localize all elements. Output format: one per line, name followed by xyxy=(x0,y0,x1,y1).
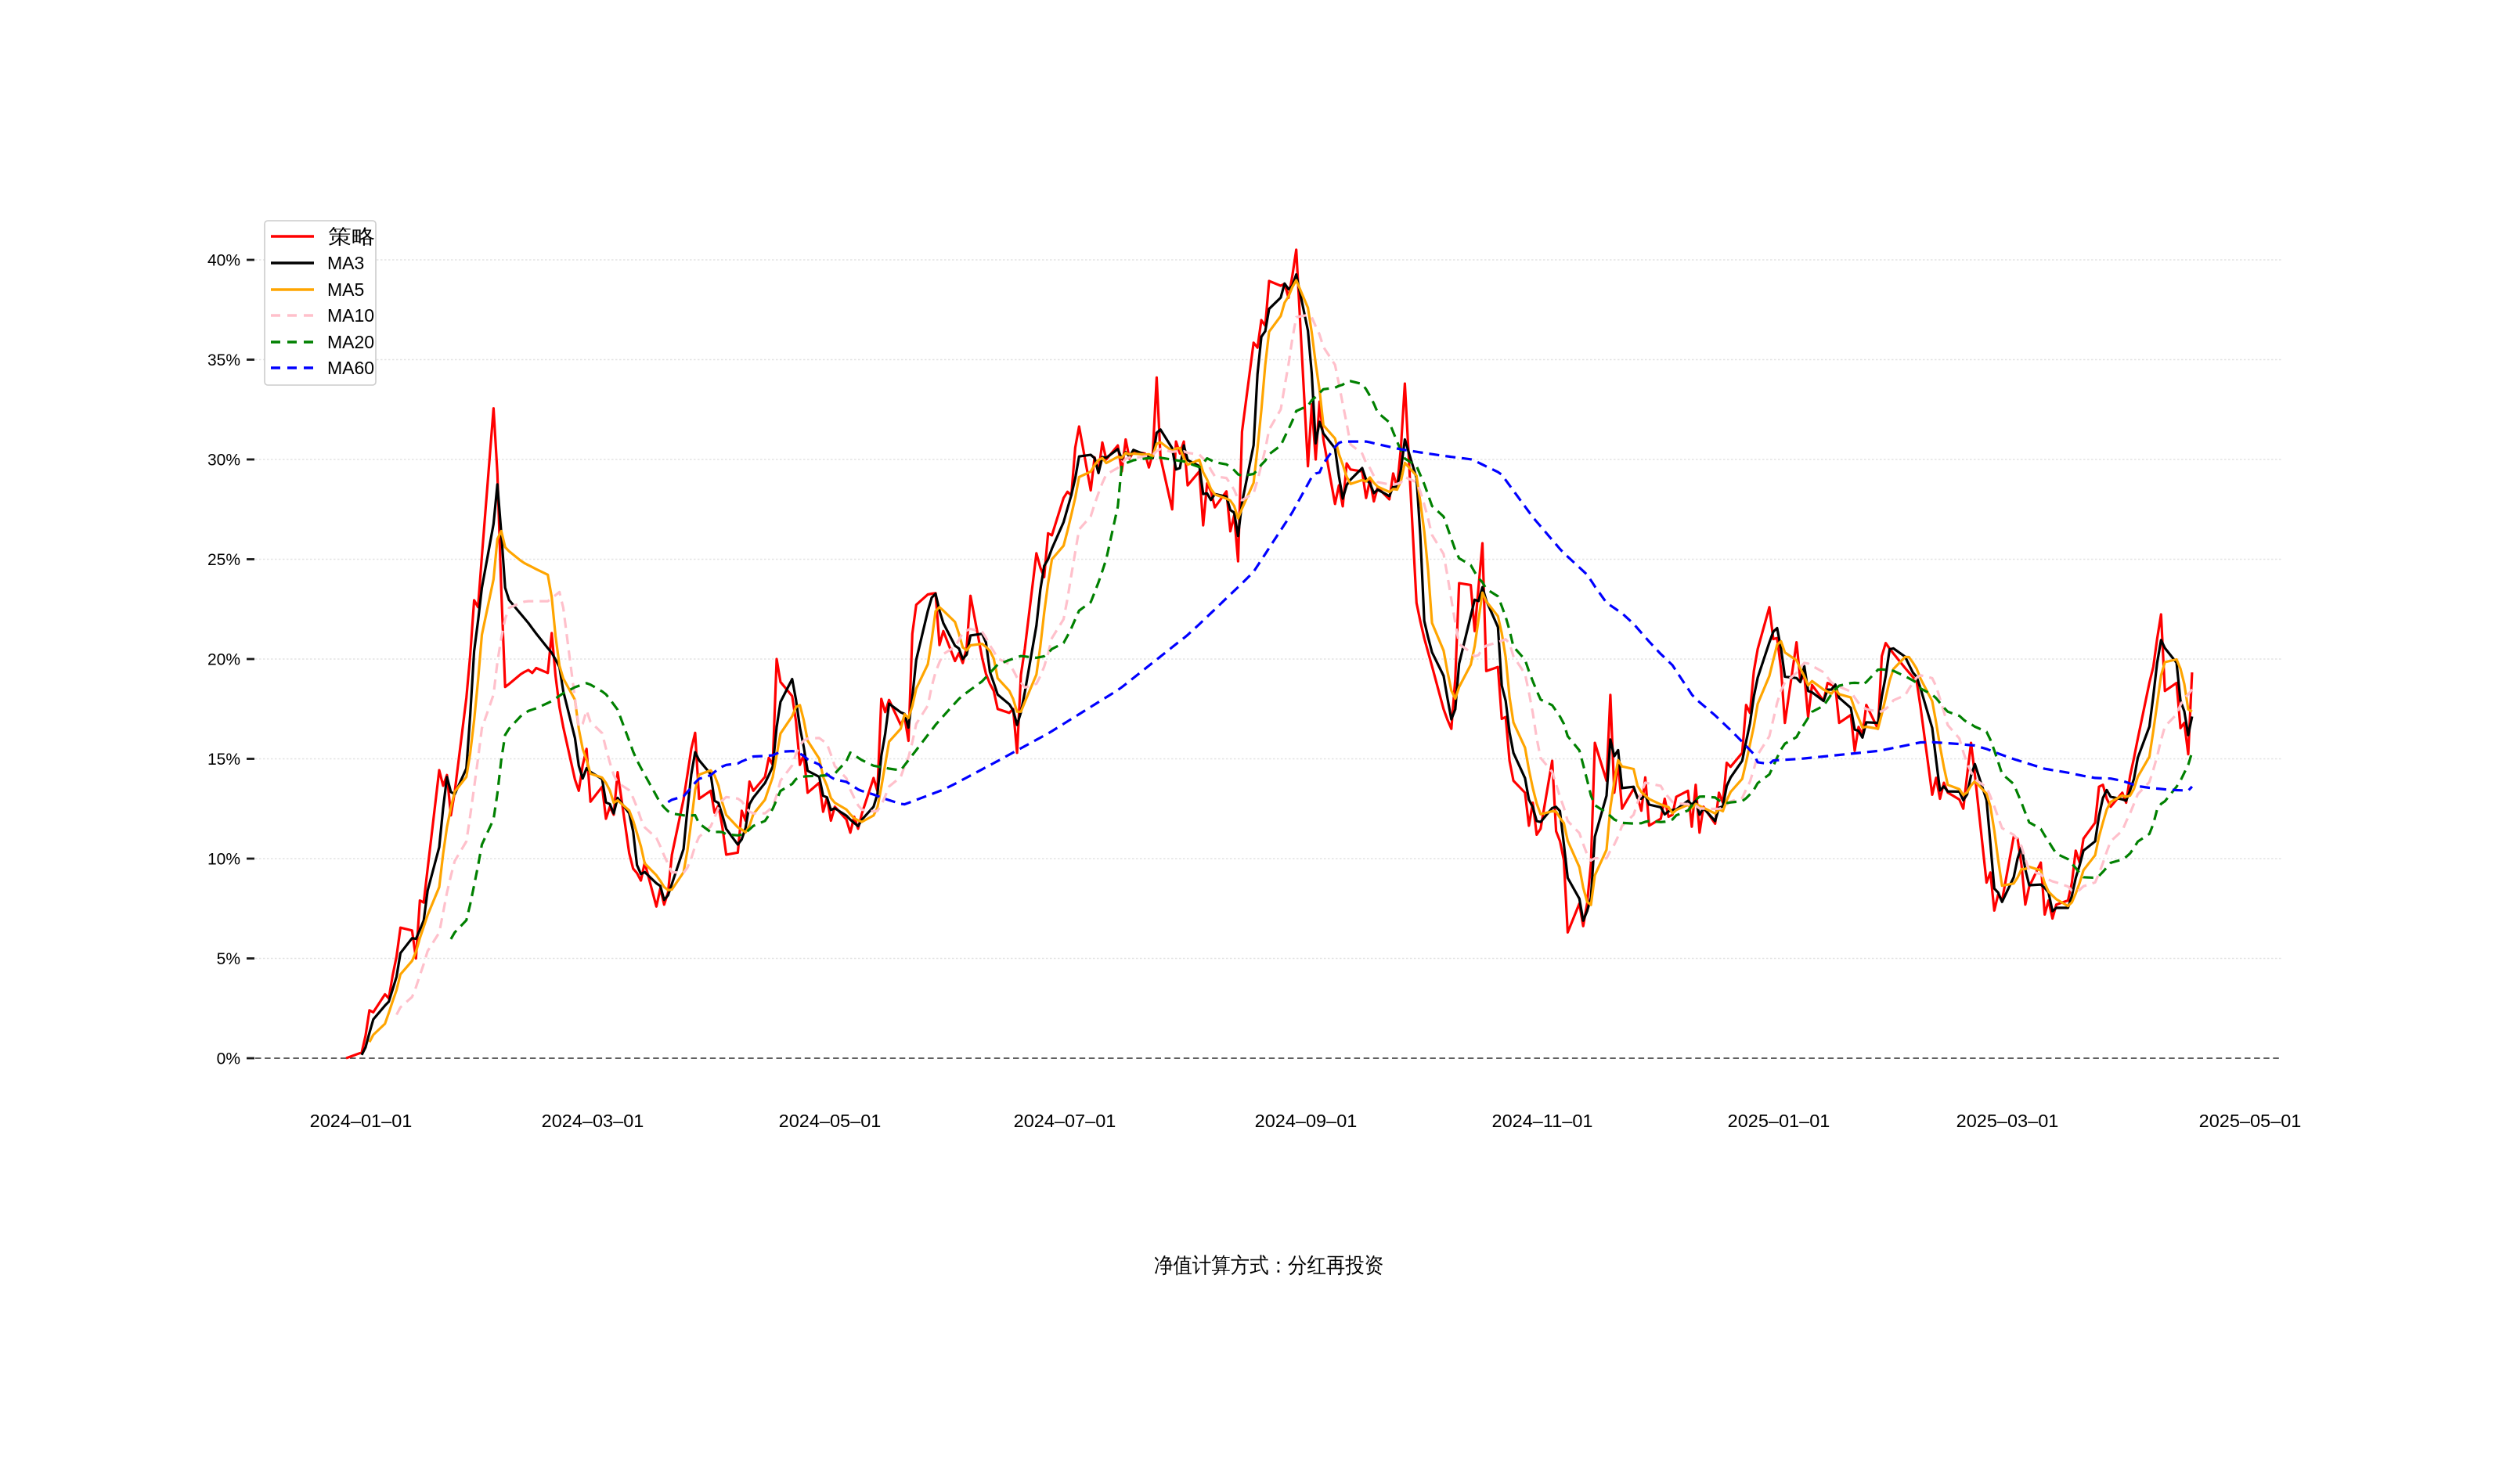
svg-text:2024–01–01: 2024–01–01 xyxy=(310,1111,413,1131)
svg-text:MA10: MA10 xyxy=(327,305,374,326)
svg-text:20%: 20% xyxy=(207,650,240,668)
svg-text:2024–11–01: 2024–11–01 xyxy=(1492,1111,1593,1131)
svg-text:2025–05–01: 2025–05–01 xyxy=(2199,1111,2302,1131)
svg-text:MA20: MA20 xyxy=(327,332,374,352)
svg-text:5%: 5% xyxy=(217,950,240,968)
svg-text:MA5: MA5 xyxy=(327,279,364,300)
svg-text:2024–03–01: 2024–03–01 xyxy=(542,1111,644,1131)
svg-text:2025–01–01: 2025–01–01 xyxy=(1728,1111,1830,1131)
svg-text:2024–07–01: 2024–07–01 xyxy=(1014,1111,1116,1131)
svg-text:30%: 30% xyxy=(207,451,240,469)
svg-text:25%: 25% xyxy=(207,551,240,569)
svg-text:35%: 35% xyxy=(207,351,240,369)
svg-text:40%: 40% xyxy=(207,251,240,269)
svg-text:10%: 10% xyxy=(207,850,240,868)
svg-text:2024–05–01: 2024–05–01 xyxy=(779,1111,882,1131)
svg-text:2025–03–01: 2025–03–01 xyxy=(1956,1111,2059,1131)
svg-text:15%: 15% xyxy=(207,751,240,769)
svg-text:MA3: MA3 xyxy=(327,253,364,273)
svg-text:2024–09–01: 2024–09–01 xyxy=(1255,1111,1358,1131)
svg-text:0%: 0% xyxy=(217,1050,240,1068)
svg-text:MA60: MA60 xyxy=(327,358,374,378)
